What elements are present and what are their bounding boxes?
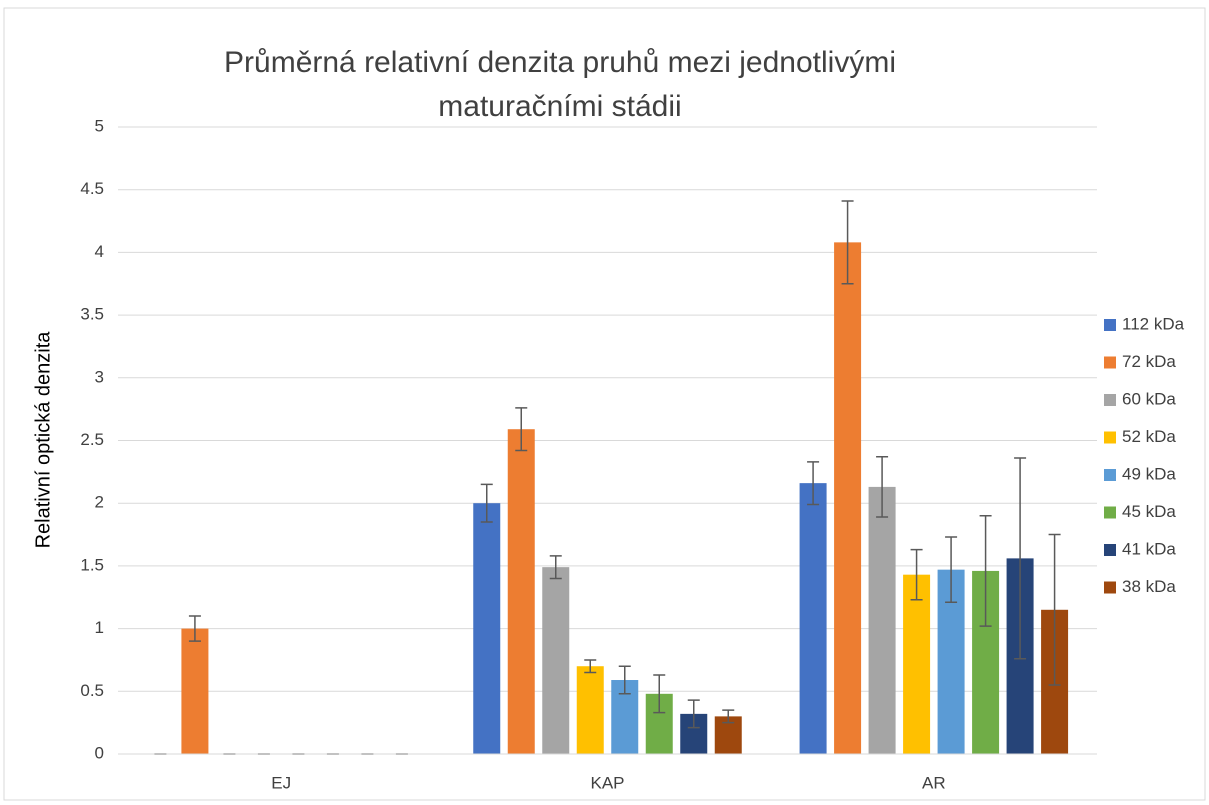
y-tick-label: 1 xyxy=(95,618,104,637)
error-bar xyxy=(945,536,958,604)
y-tick-label: 4 xyxy=(95,242,104,261)
error-bar xyxy=(1014,457,1027,660)
error-bar xyxy=(722,709,735,724)
legend-label: 60 kDa xyxy=(1122,389,1176,408)
y-tick-label: 0 xyxy=(95,743,104,762)
y-tick-label: 2.5 xyxy=(80,430,104,449)
error-bar xyxy=(480,483,493,523)
y-tick-label: 1.5 xyxy=(80,555,104,574)
legend-swatch xyxy=(1104,544,1116,556)
legend-swatch xyxy=(1104,394,1116,406)
chart-title: maturačními stádii xyxy=(438,90,681,123)
legend-swatch xyxy=(1104,356,1116,369)
legend-label: 49 kDa xyxy=(1122,464,1176,483)
bar xyxy=(576,666,604,754)
legend-label: 41 kDa xyxy=(1122,539,1176,558)
y-tick-label: 4.5 xyxy=(80,179,104,198)
legend-label: 72 kDa xyxy=(1122,352,1176,371)
y-tick-label: 3 xyxy=(95,367,104,386)
bar xyxy=(181,628,209,754)
x-tick-label: EJ xyxy=(271,773,291,792)
y-tick-label: 3.5 xyxy=(80,305,104,324)
y-axis-label: Relativní optická denzita xyxy=(32,331,54,549)
error-bar xyxy=(584,659,597,674)
bar xyxy=(903,574,931,754)
legend-label: 38 kDa xyxy=(1122,577,1176,596)
bar xyxy=(507,429,535,754)
error-bar xyxy=(807,461,820,506)
x-tick-label: AR xyxy=(922,773,946,792)
error-bar xyxy=(841,200,854,285)
error-bar xyxy=(876,456,889,518)
error-bar xyxy=(1048,533,1061,686)
bar xyxy=(542,567,570,754)
legend-swatch xyxy=(1104,319,1116,331)
error-bar xyxy=(549,555,562,580)
x-tick-label: KAP xyxy=(590,773,624,792)
y-tick-label: 0.5 xyxy=(80,681,104,700)
legend-swatch xyxy=(1104,581,1116,594)
legend-label: 52 kDa xyxy=(1122,427,1176,446)
legend-label: 112 kDa xyxy=(1122,314,1185,333)
bar xyxy=(868,486,896,754)
y-tick-label: 2 xyxy=(95,493,104,512)
y-tick-label: 5 xyxy=(95,116,104,135)
legend-swatch xyxy=(1104,506,1116,519)
error-bar xyxy=(653,674,666,714)
error-bar xyxy=(188,615,201,642)
bar xyxy=(834,242,862,755)
error-bar xyxy=(515,407,528,452)
error-bar xyxy=(979,514,992,627)
error-bar xyxy=(618,665,631,695)
legend-label: 45 kDa xyxy=(1122,502,1176,521)
legend-swatch xyxy=(1104,431,1116,444)
legend-swatch xyxy=(1104,469,1116,481)
error-bar xyxy=(910,548,923,601)
bar xyxy=(799,483,827,754)
chart-title: Průměrná relativní denzita pruhů mezi je… xyxy=(224,46,896,79)
error-bar xyxy=(687,699,700,729)
bar xyxy=(473,503,501,754)
